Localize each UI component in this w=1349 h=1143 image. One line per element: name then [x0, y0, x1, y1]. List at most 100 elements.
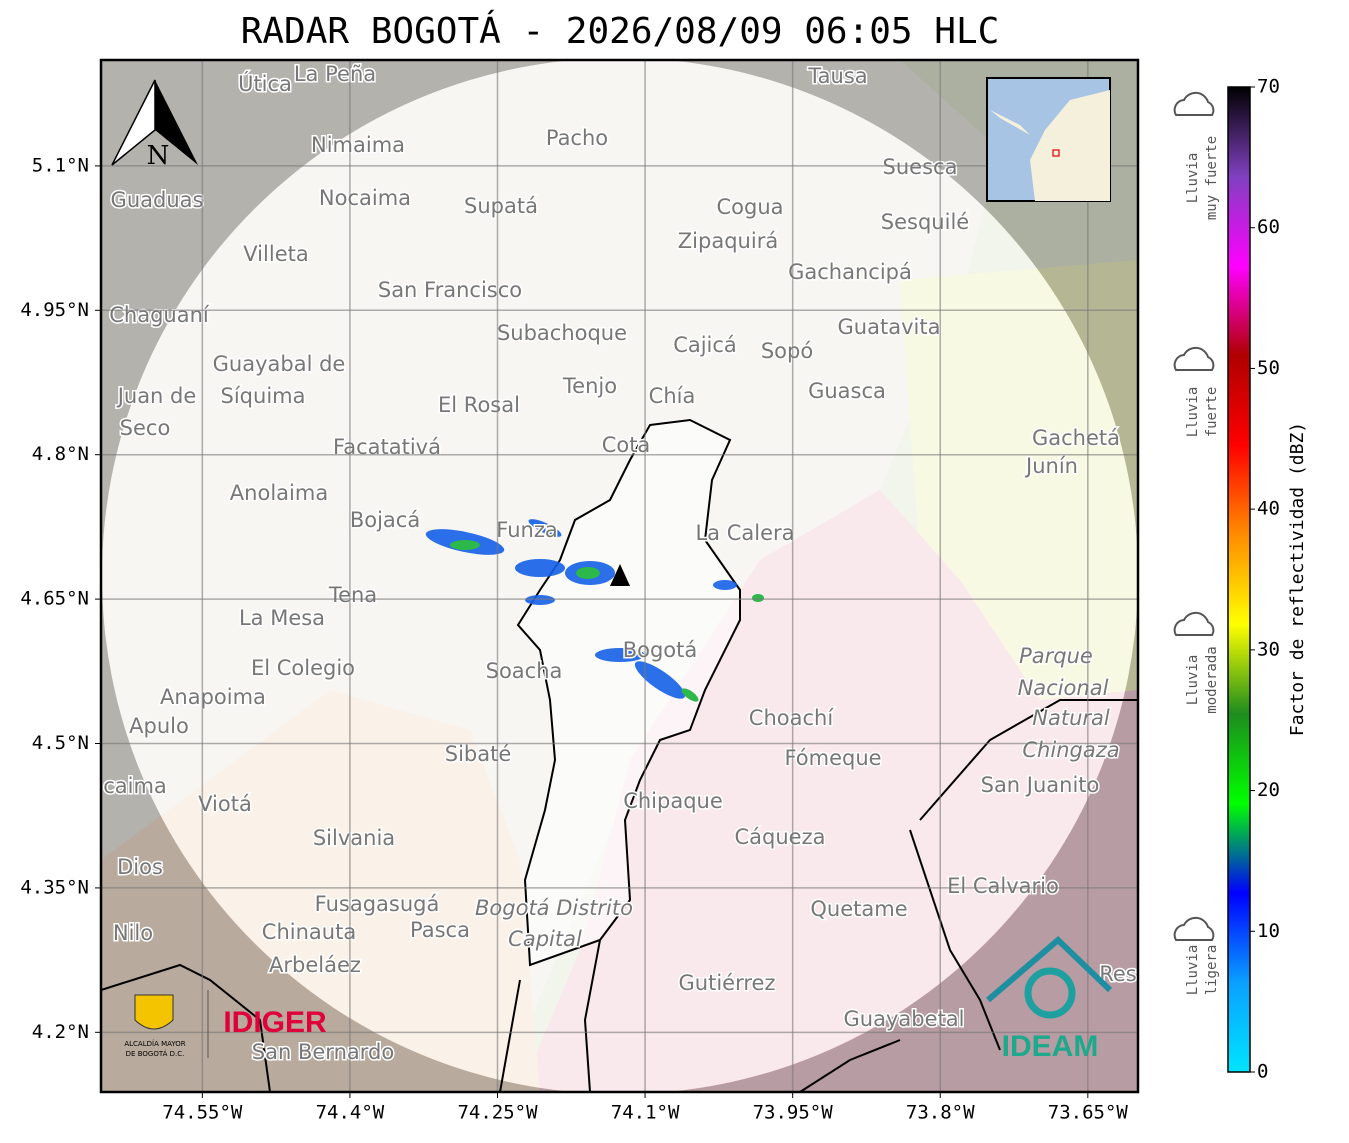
- place-label: Guatavita: [838, 315, 941, 339]
- echo: [525, 595, 555, 605]
- legend-line: Lluvia: [1185, 153, 1201, 204]
- legend-line: fuerte: [1204, 387, 1220, 438]
- legend-line: muy fuerte: [1204, 136, 1220, 220]
- echo: [515, 559, 565, 577]
- place-label: Apulo: [129, 714, 189, 738]
- colorbar-tick-label: 70: [1257, 76, 1280, 98]
- y-tick-label: 4.2°N: [32, 1021, 89, 1043]
- place-label: Dios: [117, 855, 163, 879]
- echo: [681, 688, 699, 702]
- echo: [595, 648, 645, 662]
- grid: [101, 60, 1138, 1092]
- radar-echoes-moderate: [450, 540, 764, 702]
- alcaldia-shield: [134, 994, 174, 1030]
- department-boundary: [101, 699, 1138, 1092]
- radar-site: [610, 564, 630, 586]
- place-label: Guayabetal: [844, 1007, 965, 1031]
- place-label: Nocaima: [319, 186, 411, 210]
- y-tick-label: 4.5°N: [32, 732, 89, 754]
- place-label: Bogotá Distrito: [475, 896, 633, 920]
- place-label: San Francisco: [378, 278, 522, 302]
- colorbar-tick-label: 0: [1257, 1061, 1268, 1083]
- place-label: Natural: [1032, 706, 1110, 730]
- x-tick-label: 74.1°W: [611, 1102, 680, 1124]
- compass: N: [111, 79, 198, 171]
- y-tick-label: 4.35°N: [20, 876, 89, 898]
- cloud-icon: [1173, 346, 1215, 371]
- place-label: Cota: [602, 433, 651, 457]
- colorbar-tick-label: 20: [1257, 779, 1280, 801]
- place-label: El Colegio: [251, 656, 355, 680]
- x-tick-label: 73.65°W: [1048, 1102, 1129, 1124]
- place-label: Seco: [120, 416, 171, 440]
- place-label: Sibaté: [445, 742, 512, 766]
- place-label: Anapoima: [160, 685, 266, 709]
- echo: [450, 540, 480, 550]
- place-label: Fómeque: [784, 746, 881, 770]
- place-label: Subachoque: [497, 321, 627, 345]
- colorbar-tick-label: 60: [1257, 216, 1280, 238]
- place-label: Cajicá: [673, 333, 737, 357]
- cloud-icon: [1173, 611, 1215, 636]
- cloud-icon: [1173, 91, 1215, 116]
- colorbar-tick-label: 50: [1257, 357, 1280, 379]
- place-label: El Calvario: [947, 874, 1059, 898]
- place-label: Gachancipá: [788, 260, 912, 284]
- place-label: Zipaquirá: [678, 229, 778, 253]
- place-label: Nimaima: [311, 133, 405, 157]
- legend-line: Lluvia: [1185, 945, 1201, 996]
- place-label: Bogotá: [623, 638, 698, 662]
- place-label: Tausa: [807, 64, 867, 88]
- place-label: Guaduas: [111, 188, 204, 212]
- place-label: Sopó: [761, 339, 813, 363]
- x-tick-label: 74.55°W: [162, 1102, 243, 1124]
- inset-land: [990, 90, 1110, 201]
- colorbar: 0 10 20 30 40 50 60 70 Factor de reflectividad (…: [1227, 76, 1308, 1083]
- place-label: La Calera: [695, 521, 794, 545]
- place-label: Cogua: [716, 195, 783, 219]
- idiger-logo: IDIGER: [223, 1006, 327, 1039]
- place-label: Chipaque: [623, 789, 723, 813]
- compass-label: N: [147, 141, 170, 171]
- place-label: Nacional: [1018, 676, 1109, 700]
- place-label: Cáqueza: [735, 825, 826, 849]
- ideam-swirl: [1024, 967, 1076, 1019]
- place-label: Sesquilé: [881, 210, 969, 234]
- alcaldia-text: ALCALDÍA MAYOR: [124, 1039, 185, 1048]
- place-label: Chaguaní: [109, 303, 210, 327]
- place-label: Bojacá: [350, 508, 420, 532]
- place-labels: Útica La Peña Tausa Pacho Nimaima Suesca Guadu…: [102, 61, 1138, 1066]
- legend-line: Lluvia: [1185, 655, 1201, 706]
- place-label: Parque: [1019, 644, 1093, 668]
- x-tick-label: 73.8°W: [906, 1102, 975, 1124]
- place-label: Junín: [1024, 454, 1078, 478]
- place-label: Síquima: [221, 384, 306, 408]
- x-tick-label: 74.25°W: [457, 1102, 538, 1124]
- place-label: Tenjo: [562, 374, 617, 398]
- place-label: Villeta: [243, 242, 308, 266]
- place-label: Chinauta: [262, 920, 356, 944]
- plot-frame: [99, 58, 1140, 1094]
- place-label: La Peña: [294, 62, 376, 86]
- place-label: caima: [103, 774, 167, 798]
- compass-arrow-right: [155, 80, 198, 165]
- place-label: Guayabal de: [213, 352, 346, 376]
- place-label: Choachí: [749, 706, 835, 730]
- place-label: Fusagasugá: [315, 892, 440, 916]
- y-tick-label: 4.95°N: [20, 299, 89, 321]
- place-label: Chingaza: [1022, 738, 1119, 762]
- colorbar-tick-label: 40: [1257, 498, 1280, 520]
- place-label: Silvania: [313, 826, 395, 850]
- place-label: Pacho: [546, 126, 608, 150]
- place-label: Nilo: [113, 921, 153, 945]
- place-label: Guasca: [808, 379, 886, 403]
- ideam-logo: IDEAM: [1002, 1030, 1099, 1063]
- ideam-roof: [986, 935, 1113, 1003]
- place-label: Tena: [328, 583, 377, 607]
- place-label: Juan de: [116, 384, 197, 408]
- place-label: Funza: [496, 518, 557, 542]
- logos: ALCALDÍA MAYOR DE BOGOTÁ D.C. IDIGER IDE…: [124, 935, 1113, 1063]
- colorbar-label: Factor de reflectividad (dBZ): [1287, 422, 1308, 736]
